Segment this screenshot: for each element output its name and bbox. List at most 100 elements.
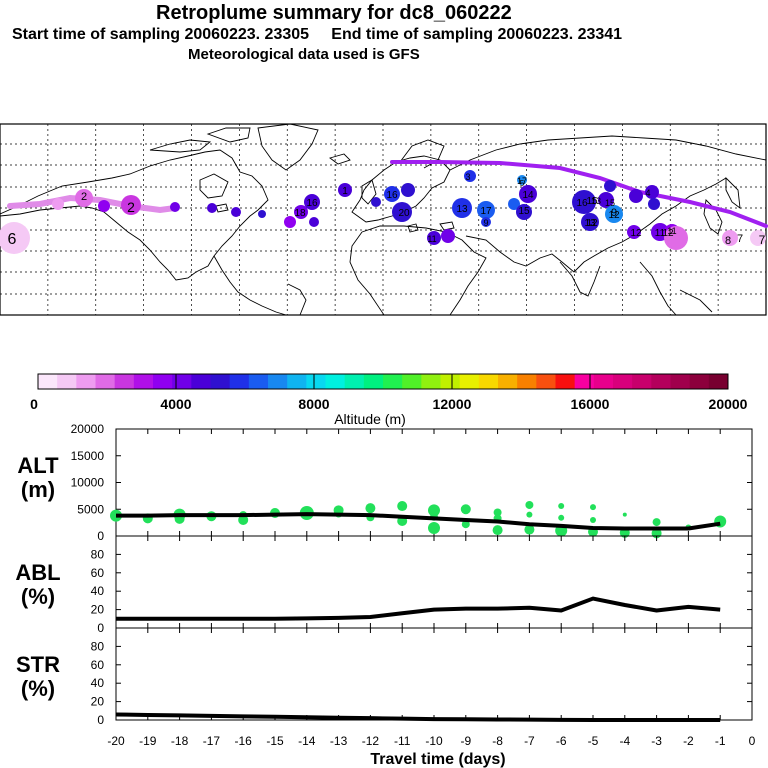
panel-str: 0 20 40 60 80 STR(%) xyxy=(16,627,753,727)
ylabel-line: STR xyxy=(16,652,60,677)
xtick-label: -7 xyxy=(524,734,535,748)
colorbar-swatch xyxy=(651,374,671,389)
ylabel-line: ABL xyxy=(15,560,60,585)
colorbar-swatch xyxy=(421,374,441,389)
colorbar-swatch xyxy=(402,374,422,389)
plume-dot xyxy=(284,216,296,228)
plume-dot xyxy=(170,202,180,212)
colorbar-swatch xyxy=(153,374,173,389)
scatter-point xyxy=(365,503,376,514)
plume-dot xyxy=(645,185,659,199)
plume-dot xyxy=(519,185,537,203)
colorbar-swatch xyxy=(459,374,480,389)
panel-yticks: 0 20 40 60 80 xyxy=(91,547,752,635)
plume-label: 9 xyxy=(611,207,617,219)
plume-label: 12 xyxy=(586,218,598,229)
plume-dot xyxy=(722,230,738,246)
plume-dot xyxy=(598,192,614,208)
plume-label: 18 xyxy=(294,208,306,219)
series-line-abl xyxy=(116,596,721,621)
ytick-label: 60 xyxy=(91,658,105,672)
coastline xyxy=(199,173,229,199)
plume-dot xyxy=(452,198,472,218)
xtick-label: -6 xyxy=(556,734,567,748)
plume-dot xyxy=(604,180,616,192)
scatter-point xyxy=(460,504,471,515)
panel-ylabel: ALT(m) xyxy=(17,453,59,502)
colorbar-swatch xyxy=(708,374,729,389)
plume-label: 7 xyxy=(737,233,743,245)
xtick-label: -19 xyxy=(139,734,157,748)
colorbar-swatch xyxy=(210,374,231,389)
colorbar-swatch xyxy=(76,374,96,389)
colorbar-tick-label: 0 xyxy=(30,396,38,412)
plume-label: 16 xyxy=(386,190,398,201)
coastline xyxy=(287,283,307,316)
plume-label: 2 xyxy=(127,199,135,215)
panel-xticks xyxy=(115,536,753,628)
plume-dot xyxy=(258,210,266,218)
trajectory-asia xyxy=(390,160,768,228)
coastline xyxy=(213,255,287,316)
plume-label: 1 xyxy=(342,186,348,197)
plume-dot xyxy=(207,203,217,213)
plume-dot xyxy=(52,198,64,210)
plume-dot xyxy=(304,194,320,210)
coastline xyxy=(215,203,229,213)
panel-alt: 0 5000 10000 15000 20000 ALT(m) xyxy=(17,422,753,543)
plume-label: 5 xyxy=(520,179,525,188)
colorbar-tick-label: 16000 xyxy=(571,396,610,412)
plume-dot xyxy=(309,217,319,227)
scatter-point xyxy=(492,525,503,536)
ytick-label: 80 xyxy=(91,639,105,653)
coastline xyxy=(679,289,713,313)
plume-dot xyxy=(517,175,527,185)
coastline xyxy=(407,223,419,233)
plume-label: 2 xyxy=(81,191,87,203)
plume-dot xyxy=(481,217,491,227)
colorbar-swatch xyxy=(363,374,384,389)
plume-dot xyxy=(371,197,381,207)
coastline xyxy=(349,231,385,316)
colorbar-swatch xyxy=(383,374,403,389)
chart-title: Retroplume summary for dc8_060222 xyxy=(156,2,512,24)
plume-label: 8 xyxy=(725,235,731,247)
colorbar-swatch xyxy=(172,374,192,389)
plume-dot xyxy=(294,205,308,219)
xtick-label: -13 xyxy=(330,734,348,748)
panel-yticks: 0 20 40 60 80 xyxy=(91,639,752,727)
series-line-alt xyxy=(116,512,721,531)
plume-dot xyxy=(0,222,30,254)
coastline xyxy=(639,261,677,316)
scatter-point xyxy=(461,520,470,529)
alt-scatter xyxy=(110,500,727,539)
xtick-label: -10 xyxy=(425,734,443,748)
plume-dot xyxy=(664,226,688,250)
plume-label: 4 xyxy=(645,188,650,198)
colorbar-swatch xyxy=(478,374,499,389)
xtick-label: -18 xyxy=(171,734,189,748)
scatter-point xyxy=(590,516,596,523)
colorbar-swatch xyxy=(229,374,250,389)
plume-dot xyxy=(508,198,520,210)
scatter-point xyxy=(590,504,596,511)
panel-frame xyxy=(115,627,753,721)
panel-abl: 0 20 40 60 80 ABL(%) xyxy=(15,535,753,635)
plume-dot xyxy=(629,189,643,203)
plume-dot xyxy=(441,229,455,243)
colorbar-swatch xyxy=(536,374,556,389)
ytick-label: 10000 xyxy=(71,476,105,490)
plume-label: 16 xyxy=(576,198,588,209)
plume-dot xyxy=(121,195,141,215)
colorbar-swatch xyxy=(248,374,269,389)
colorbar-swatch xyxy=(632,374,652,389)
plume-label: 13 xyxy=(456,204,468,215)
plume-label: 13 xyxy=(591,196,601,206)
colorbar-swatch xyxy=(133,374,154,389)
colorbar-swatches xyxy=(38,374,729,389)
xtick-label: -14 xyxy=(298,734,316,748)
xtick-label: -16 xyxy=(235,734,253,748)
xtick-label: 0 xyxy=(749,734,756,748)
plume-label: 12 xyxy=(608,210,620,221)
plume-label: 12 xyxy=(630,228,642,239)
